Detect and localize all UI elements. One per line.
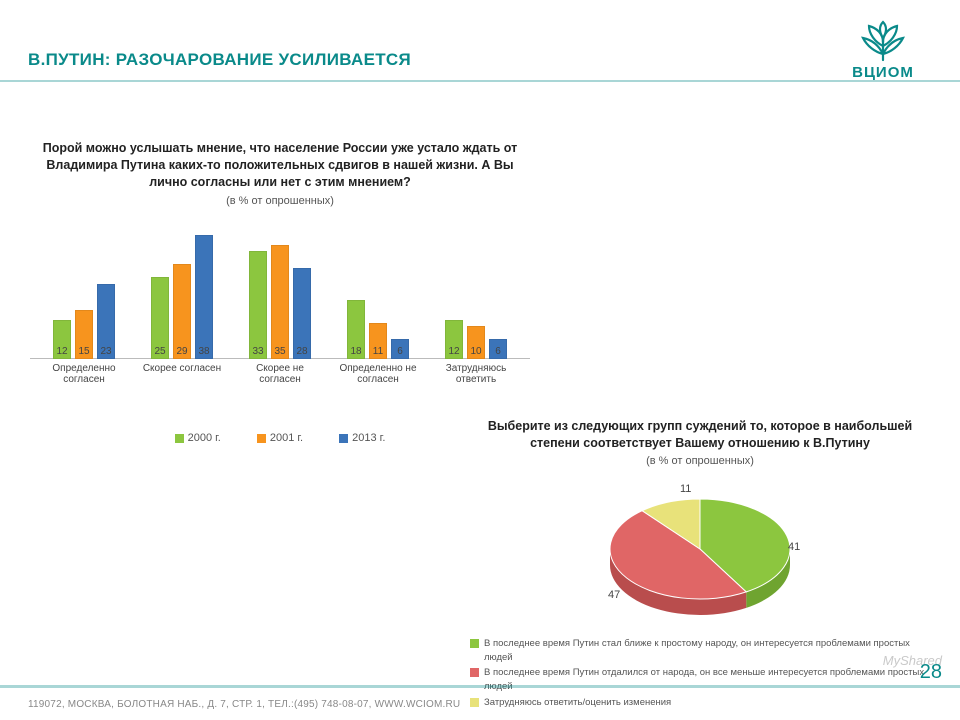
- bar-value-label: 6: [391, 346, 409, 357]
- bar-value-label: 25: [151, 346, 169, 357]
- brand-logo: ВЦИОМ: [828, 20, 938, 90]
- bar: [173, 264, 191, 358]
- category-label: Скорее не согласен: [236, 363, 324, 386]
- pie-chart-legend: В последнее время Путин стал ближе к про…: [470, 637, 930, 710]
- bar: [249, 251, 267, 358]
- bar-value-label: 35: [271, 346, 289, 357]
- header-rule: [0, 80, 960, 82]
- leaf-icon: [853, 20, 913, 62]
- brand-name: ВЦИОМ: [828, 64, 938, 81]
- bar: [271, 245, 289, 359]
- pie-value-label: 41: [788, 541, 800, 553]
- page-number: 28: [920, 661, 942, 684]
- legend-item: Затрудняюсь ответить/оценить изменения: [470, 696, 930, 710]
- bar-chart-question: Порой можно услышать мнение, что населен…: [30, 140, 530, 191]
- footer-rule: [0, 685, 960, 688]
- bar-chart-block: Порой можно услышать мнение, что населен…: [30, 140, 530, 387]
- pie-value-label: 47: [608, 589, 620, 601]
- category-label: Затрудняюсь ответить: [432, 363, 520, 386]
- bar-chart: 12 15 23 Определенно согласен 25 29 38 Скорее с…: [30, 217, 530, 387]
- bar-chart-legend: 2000 г. 2001 г. 2013 г.: [30, 432, 530, 444]
- bar-value-label: 12: [53, 346, 71, 357]
- bar-value-label: 29: [173, 346, 191, 357]
- legend-item: В последнее время Путин отдалился от нар…: [470, 666, 930, 694]
- bar-value-label: 10: [467, 346, 485, 357]
- legend-item: В последнее время Путин стал ближе к про…: [470, 637, 930, 665]
- pie-chart-block: Выберите из следующих групп суждений то,…: [470, 418, 930, 712]
- bar: [195, 235, 213, 359]
- legend-item: 2001 г.: [257, 432, 303, 444]
- bar-value-label: 18: [347, 346, 365, 357]
- bar-value-label: 12: [445, 346, 463, 357]
- footer-text: 119072, МОСКВА, БОЛОТНАЯ НАБ., Д. 7, СТР…: [28, 699, 460, 710]
- bar-value-label: 11: [369, 346, 387, 357]
- page-title: В.ПУТИН: РАЗОЧАРОВАНИЕ УСИЛИВАЕТСЯ: [28, 50, 411, 70]
- bar-value-label: 23: [97, 346, 115, 357]
- pie-chart-question: Выберите из следующих групп суждений то,…: [470, 418, 930, 452]
- pie-chart: 41 47 11: [570, 479, 830, 629]
- pie-chart-subtitle: (в % от опрошенных): [470, 455, 930, 467]
- bar-value-label: 33: [249, 346, 267, 357]
- category-label: Определенно согласен: [40, 363, 128, 386]
- bar-chart-subtitle: (в % от опрошенных): [30, 195, 530, 207]
- legend-item: 2000 г.: [175, 432, 221, 444]
- category-label: Определенно не согласен: [334, 363, 422, 386]
- bar-value-label: 38: [195, 346, 213, 357]
- bar-value-label: 28: [293, 346, 311, 357]
- category-label: Скорее согласен: [138, 363, 226, 375]
- bar-value-label: 6: [489, 346, 507, 357]
- bar-value-label: 15: [75, 346, 93, 357]
- legend-item: 2013 г.: [339, 432, 385, 444]
- pie-value-label: 11: [680, 483, 691, 495]
